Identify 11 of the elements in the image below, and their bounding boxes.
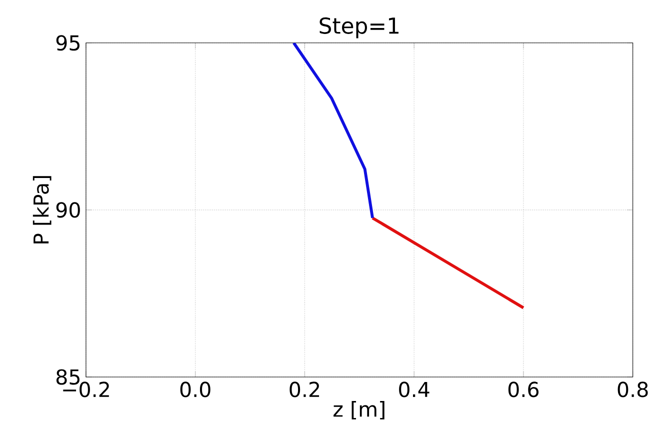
x-tick-label: 0.0 (180, 382, 210, 398)
x-tick-label: 0.6 (508, 382, 539, 398)
chart-title: Step=1 (320, 17, 398, 38)
x-tick-label: 0.8 (618, 382, 648, 398)
x-tick-label: 0.4 (399, 382, 430, 398)
x-axis-title: z [m] (334, 401, 384, 420)
x-tick-label: 0.2 (290, 382, 320, 398)
y-axis-title: P [kPa] (32, 176, 52, 244)
y-tick-label: 90 (56, 202, 80, 218)
y-tick-label: 95 (56, 35, 80, 51)
line-series (292, 42, 374, 220)
